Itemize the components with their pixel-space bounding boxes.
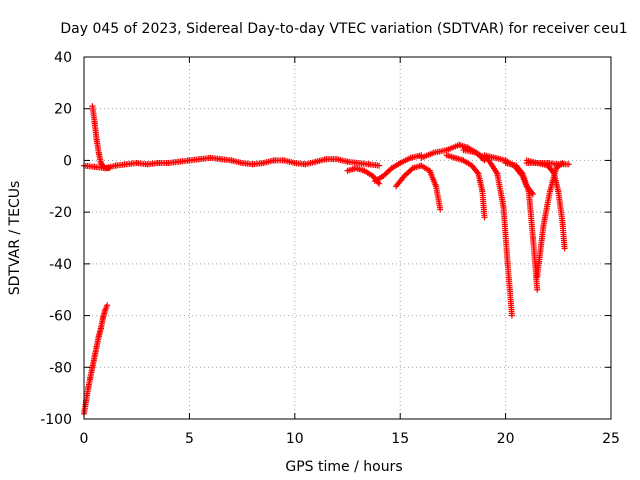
series-arc-14h xyxy=(371,152,425,185)
chart-title: Day 045 of 2023, Sidereal Day-to-day VTE… xyxy=(60,21,627,37)
data-point xyxy=(508,312,515,319)
y-tick-label: -100 xyxy=(40,412,72,428)
y-tick-label: -80 xyxy=(49,360,72,376)
data-points xyxy=(81,103,572,417)
data-point xyxy=(437,206,444,213)
data-point xyxy=(534,286,541,293)
data-point xyxy=(518,169,525,176)
x-axis-label: GPS time / hours xyxy=(285,459,402,475)
data-point xyxy=(106,165,113,172)
data-point xyxy=(104,302,111,309)
y-tick-label: -40 xyxy=(49,257,72,273)
series-arc-13h xyxy=(344,165,383,187)
x-tick-label: 25 xyxy=(602,431,620,447)
data-point xyxy=(561,245,568,252)
y-tick-label: 40 xyxy=(54,50,72,66)
x-tick-label: 10 xyxy=(286,431,304,447)
series-arc-17h xyxy=(443,152,488,221)
series-early-steep-arc xyxy=(81,302,111,417)
data-point xyxy=(481,214,488,221)
y-axis-label: SDTVAR / TECUs xyxy=(7,181,23,296)
data-point xyxy=(376,162,383,169)
y-tick-label: 20 xyxy=(54,102,72,118)
data-point xyxy=(474,169,481,176)
series-arc-21h xyxy=(534,160,566,280)
x-tick-label: 5 xyxy=(185,431,194,447)
x-tick-label: 15 xyxy=(391,431,409,447)
data-point xyxy=(565,161,572,168)
series-start-spike xyxy=(89,103,113,172)
series-arc-18h xyxy=(460,147,515,319)
series-arc-15h xyxy=(392,162,444,213)
plot-frame xyxy=(83,56,612,420)
series-baseline-arc xyxy=(81,154,383,172)
y-tick-label: 0 xyxy=(63,153,72,169)
axis-ticks: 0 5 10 15 20 25 -100 -80 -60 -40 -20 0 20 40 xyxy=(40,50,620,447)
data-point xyxy=(376,180,383,187)
series-tail-arc xyxy=(523,160,572,168)
data-point xyxy=(550,169,557,176)
x-tick-label: 0 xyxy=(80,431,89,447)
x-tick-label: 20 xyxy=(497,431,515,447)
y-tick-label: -20 xyxy=(49,205,72,221)
series-arc-20h xyxy=(502,160,541,293)
data-point xyxy=(530,191,537,198)
y-tick-label: -60 xyxy=(49,309,72,325)
